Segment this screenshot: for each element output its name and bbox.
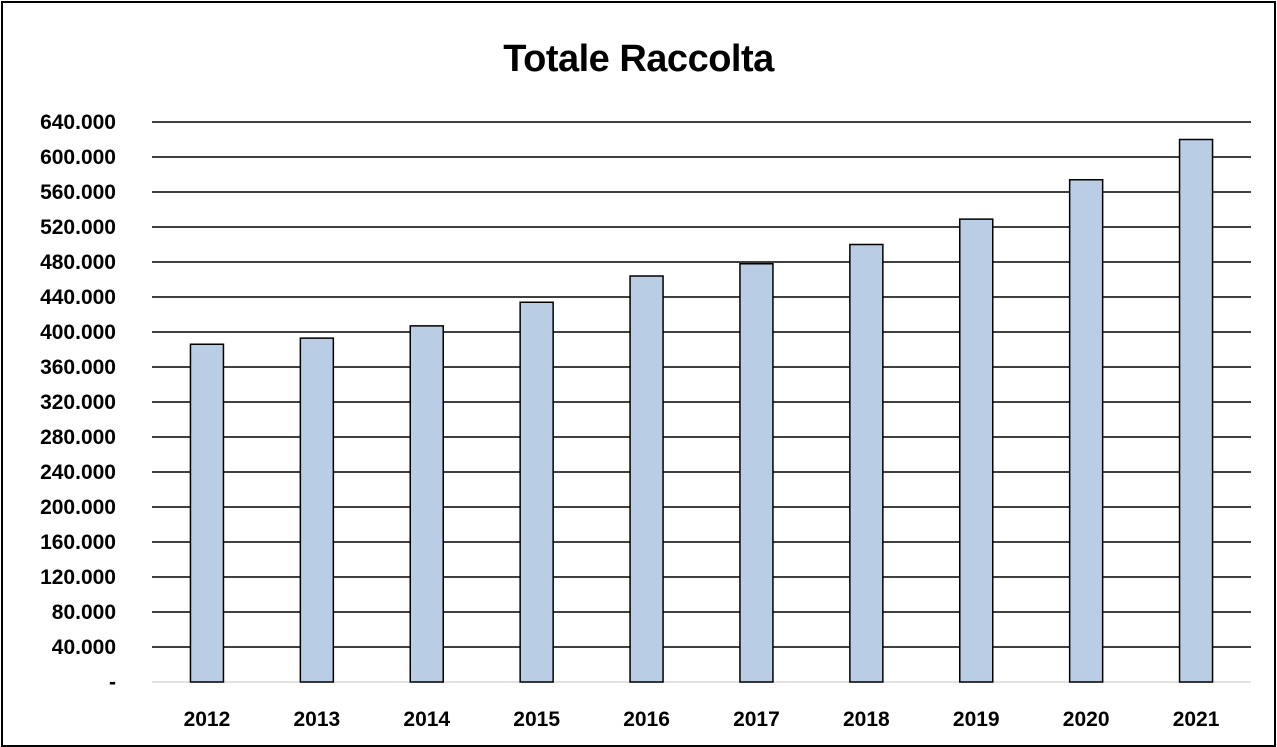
y-tick-label: 360.000	[40, 356, 116, 379]
y-tick-label: 600.000	[40, 146, 116, 169]
bar-2017	[740, 264, 773, 682]
x-tick-label: 2021	[1173, 708, 1220, 731]
bar-2016	[630, 276, 663, 682]
x-tick-label: 2019	[953, 708, 1000, 731]
x-tick-label: 2012	[184, 708, 231, 731]
x-tick-label: 2018	[843, 708, 890, 731]
y-tick-label: 560.000	[40, 181, 116, 204]
y-tick-label: 480.000	[40, 251, 116, 274]
y-tick-label: 280.000	[40, 426, 116, 449]
y-tick-label: 40.000	[52, 636, 116, 659]
y-tick-label: 520.000	[40, 216, 116, 239]
x-tick-label: 2015	[513, 708, 560, 731]
bar-2015	[520, 302, 553, 682]
bar-2020	[1070, 180, 1103, 682]
x-tick-label: 2017	[733, 708, 780, 731]
y-tick-label: 160.000	[40, 531, 116, 554]
bar-2021	[1180, 140, 1213, 683]
y-axis-tick-labels: - 40.000 80.000 120.000 160.000 200.000 240.00…	[40, 111, 116, 694]
y-tick-label: -	[109, 671, 116, 694]
x-tick-label: 2013	[293, 708, 340, 731]
y-tick-label: 200.000	[40, 496, 116, 519]
y-tick-label: 440.000	[40, 286, 116, 309]
x-tick-label: 2014	[403, 708, 450, 731]
bar-2013	[300, 338, 333, 682]
bar-2018	[850, 245, 883, 683]
y-tick-label: 400.000	[40, 321, 116, 344]
y-tick-label: 120.000	[40, 566, 116, 589]
x-tick-label: 2020	[1063, 708, 1110, 731]
bars	[190, 140, 1212, 683]
y-tick-label: 640.000	[40, 111, 116, 134]
bar-2014	[410, 326, 443, 682]
bar-2019	[960, 219, 993, 682]
y-tick-label: 80.000	[52, 601, 116, 624]
y-tick-label: 240.000	[40, 461, 116, 484]
x-tick-label: 2016	[623, 708, 670, 731]
x-axis-tick-labels: 2012 2013 2014 2015 2016 2017 2018 2019 2020 2021	[184, 708, 1220, 731]
y-tick-label: 320.000	[40, 391, 116, 414]
bar-2012	[190, 344, 223, 682]
